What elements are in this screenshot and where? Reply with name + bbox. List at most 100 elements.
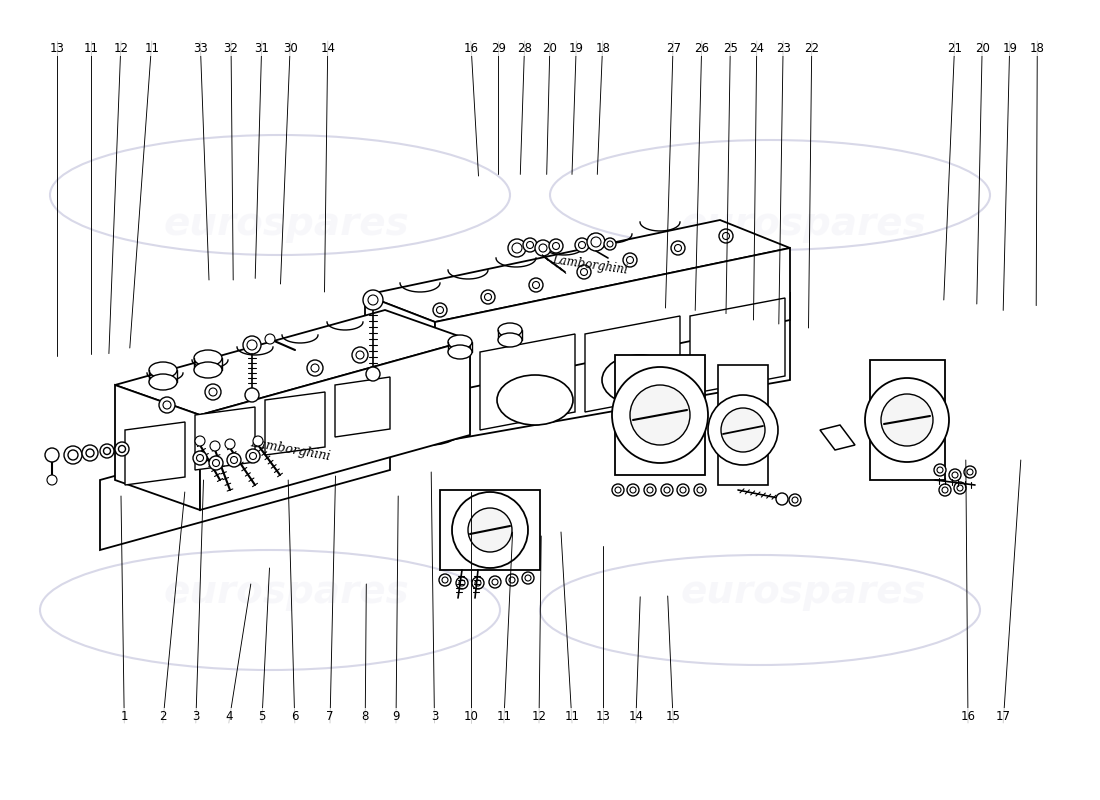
Circle shape <box>437 306 443 314</box>
Circle shape <box>581 269 587 275</box>
Circle shape <box>246 449 260 463</box>
Text: Lamborghini: Lamborghini <box>551 254 629 277</box>
Ellipse shape <box>392 395 468 445</box>
Circle shape <box>942 487 948 493</box>
Circle shape <box>612 484 624 496</box>
Text: 18: 18 <box>1030 42 1045 54</box>
Text: 21: 21 <box>947 42 962 54</box>
Polygon shape <box>434 248 790 395</box>
Text: 6: 6 <box>292 710 298 722</box>
Circle shape <box>934 464 946 476</box>
Text: 8: 8 <box>362 710 369 722</box>
Text: 13: 13 <box>595 710 610 722</box>
Bar <box>615 355 705 475</box>
Text: eurospares: eurospares <box>163 573 409 611</box>
Circle shape <box>68 450 78 460</box>
Circle shape <box>452 492 528 568</box>
Circle shape <box>368 295 378 305</box>
Circle shape <box>227 453 241 467</box>
Text: 13: 13 <box>50 42 65 54</box>
Circle shape <box>307 360 323 376</box>
Circle shape <box>647 487 653 493</box>
Circle shape <box>954 482 966 494</box>
Circle shape <box>456 577 468 589</box>
Text: 19: 19 <box>569 42 584 54</box>
Circle shape <box>630 385 690 445</box>
Ellipse shape <box>448 335 472 349</box>
Circle shape <box>939 484 952 496</box>
Text: 11: 11 <box>144 42 159 54</box>
Text: 20: 20 <box>542 42 558 54</box>
Text: 18: 18 <box>595 42 610 54</box>
Circle shape <box>160 397 175 413</box>
Circle shape <box>45 448 59 462</box>
Ellipse shape <box>497 375 573 425</box>
Bar <box>440 490 540 570</box>
Circle shape <box>575 238 589 252</box>
Text: 9: 9 <box>393 710 399 722</box>
Circle shape <box>226 439 235 449</box>
Circle shape <box>363 290 383 310</box>
Text: 26: 26 <box>694 42 710 54</box>
Circle shape <box>209 388 217 396</box>
Ellipse shape <box>498 333 522 347</box>
Circle shape <box>952 472 958 478</box>
Circle shape <box>472 577 484 589</box>
Text: 11: 11 <box>84 42 99 54</box>
Circle shape <box>789 494 801 506</box>
Text: 7: 7 <box>327 710 333 722</box>
Text: eurospares: eurospares <box>163 205 409 243</box>
Text: 4: 4 <box>226 710 232 722</box>
Circle shape <box>967 469 974 475</box>
Ellipse shape <box>194 362 222 378</box>
Circle shape <box>352 347 368 363</box>
Text: 24: 24 <box>749 42 764 54</box>
Circle shape <box>723 233 729 239</box>
Circle shape <box>881 394 933 446</box>
Text: 28: 28 <box>517 42 532 54</box>
Circle shape <box>720 408 764 452</box>
Circle shape <box>82 445 98 461</box>
Ellipse shape <box>498 323 522 337</box>
Circle shape <box>694 484 706 496</box>
Circle shape <box>607 241 613 247</box>
Polygon shape <box>375 352 470 448</box>
Circle shape <box>627 484 639 496</box>
Polygon shape <box>820 425 855 450</box>
Text: 25: 25 <box>723 42 738 54</box>
Circle shape <box>492 579 498 585</box>
Circle shape <box>253 436 263 446</box>
Circle shape <box>776 493 788 505</box>
Circle shape <box>615 487 622 493</box>
Circle shape <box>552 242 560 250</box>
Text: 22: 22 <box>804 42 820 54</box>
Circle shape <box>439 574 451 586</box>
Circle shape <box>250 453 256 459</box>
Circle shape <box>522 238 537 252</box>
Circle shape <box>661 484 673 496</box>
Text: 3: 3 <box>192 710 199 722</box>
Circle shape <box>612 367 708 463</box>
Circle shape <box>475 580 481 586</box>
Circle shape <box>245 388 258 402</box>
Circle shape <box>676 484 689 496</box>
Circle shape <box>243 336 261 354</box>
Circle shape <box>248 340 257 350</box>
Circle shape <box>539 244 547 252</box>
Text: 14: 14 <box>320 42 336 54</box>
Circle shape <box>964 466 976 478</box>
Circle shape <box>630 487 636 493</box>
Text: 11: 11 <box>496 710 512 722</box>
Circle shape <box>265 334 275 344</box>
Circle shape <box>587 233 605 251</box>
Circle shape <box>468 508 512 552</box>
Circle shape <box>623 253 637 267</box>
Text: 29: 29 <box>491 42 506 54</box>
Circle shape <box>205 384 221 400</box>
Polygon shape <box>265 392 324 455</box>
Circle shape <box>459 580 465 586</box>
Circle shape <box>86 449 94 457</box>
Circle shape <box>356 351 364 359</box>
Polygon shape <box>100 400 390 550</box>
Text: 5: 5 <box>258 710 265 722</box>
